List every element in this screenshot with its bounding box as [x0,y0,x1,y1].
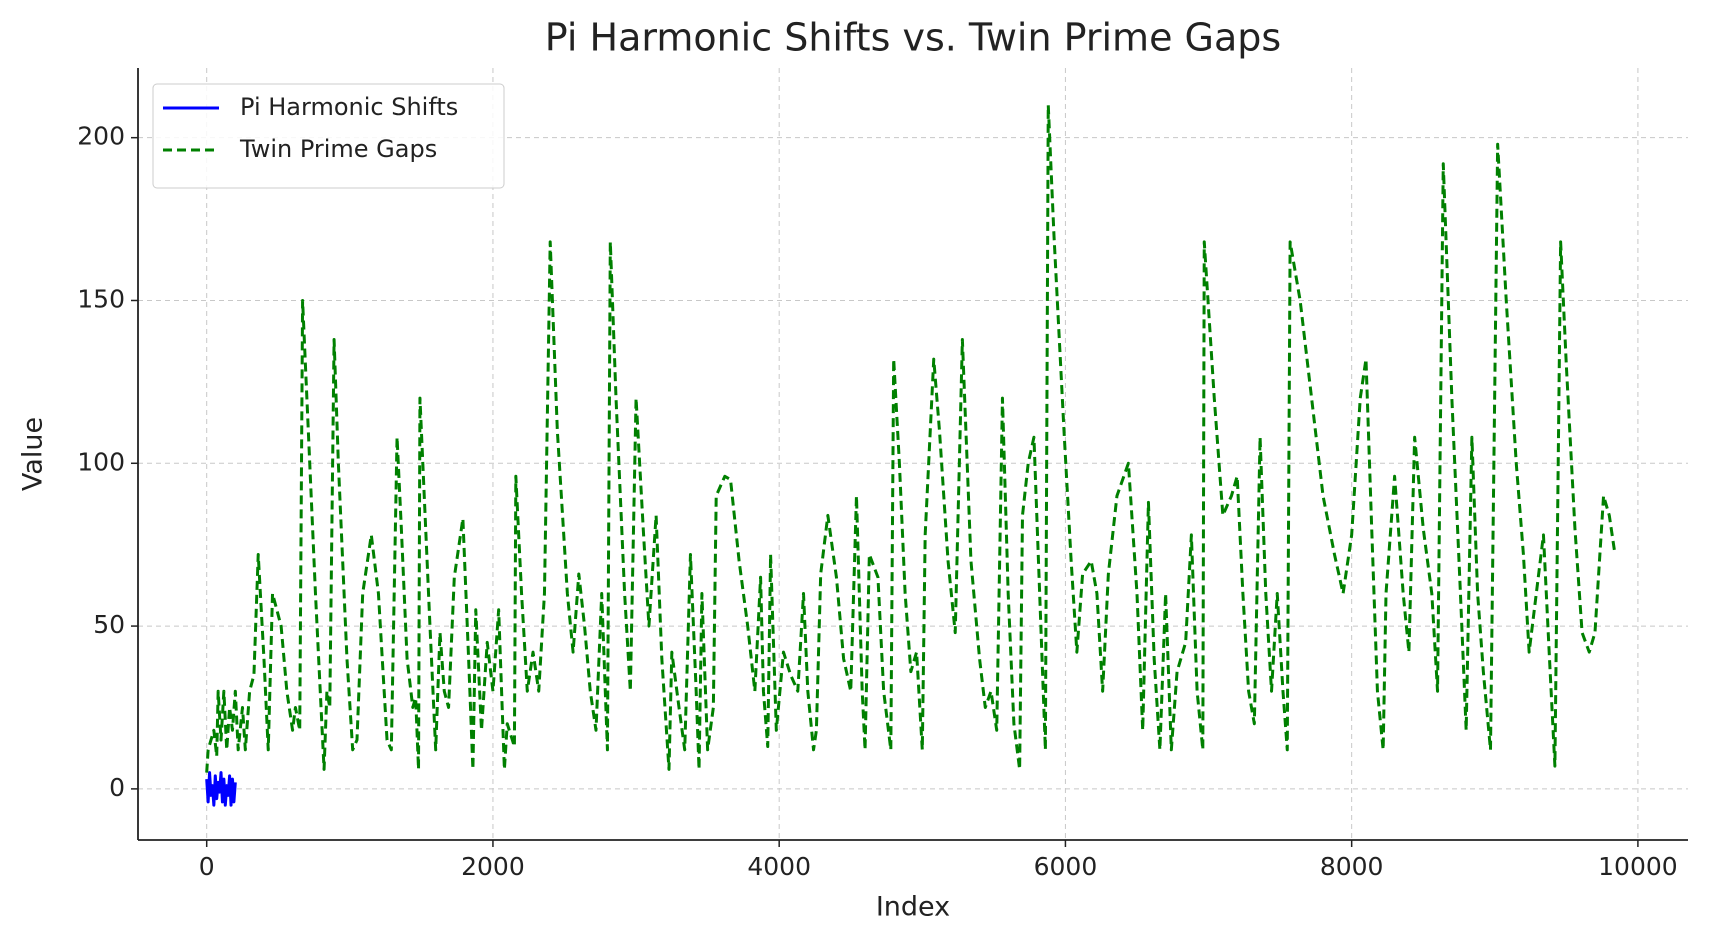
legend [152,83,505,189]
x-tick-label: 8000 [1320,852,1384,881]
y-tick-label: 100 [77,447,125,476]
x-tick-label: 10000 [1598,852,1678,881]
x-tick-label: 4000 [747,852,811,881]
legend-label: Pi Harmonic Shifts [240,93,458,121]
y-tick-label: 0 [109,773,125,802]
x-tick-label: 0 [199,852,215,881]
chart-title: Pi Harmonic Shifts vs. Twin Prime Gaps [545,16,1281,60]
y-tick-label: 200 [77,122,125,151]
x-tick-label: 2000 [461,852,525,881]
series-line [205,771,237,807]
y-tick-label: 150 [77,284,125,313]
y-tick-label: 50 [93,610,125,639]
x-tick-label: 6000 [1034,852,1098,881]
y-axis-label: Value [18,417,49,491]
series-line [205,103,1617,773]
x-axis-label: Index [876,892,950,923]
legend-label: Twin Prime Gaps [239,135,437,163]
